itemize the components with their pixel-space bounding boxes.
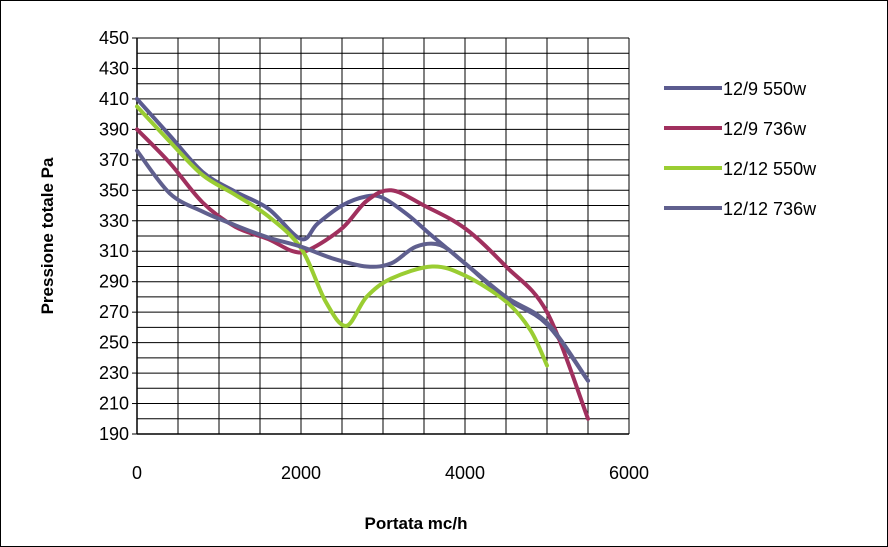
y-tick-label: 430 — [99, 58, 129, 78]
grid — [136, 37, 630, 435]
legend-label: 12/12 736w — [723, 199, 817, 219]
x-tick-label: 0 — [132, 463, 142, 483]
x-tick-label: 2000 — [281, 463, 321, 483]
series-1-line — [135, 96, 590, 383]
legend-label: 12/9 550w — [723, 79, 807, 99]
y-tick-label: 390 — [99, 119, 129, 139]
y-tick-label: 330 — [99, 211, 129, 231]
series-2-line — [135, 127, 590, 421]
y-tick-label: 410 — [99, 89, 129, 109]
legend: 12/9 550w 12/9 736w 12/12 550w 12/12 736w — [664, 79, 817, 219]
series-3-line — [135, 104, 549, 368]
y-tick-label: 370 — [99, 150, 129, 170]
series-4-line — [135, 148, 590, 383]
y-tick-label: 290 — [99, 272, 129, 292]
y-tick-label: 270 — [99, 302, 129, 322]
x-tick-label: 6000 — [609, 463, 649, 483]
y-axis-title: Pressione totale Pa — [38, 157, 57, 314]
axes — [136, 38, 629, 435]
y-tick-label: 210 — [99, 394, 129, 414]
legend-label: 12/12 550w — [723, 159, 817, 179]
y-tick-label: 450 — [99, 28, 129, 48]
x-tick-label: 4000 — [445, 463, 485, 483]
y-tick-label: 250 — [99, 333, 129, 353]
x-axis-ticks: 0 2000 4000 6000 — [132, 463, 649, 483]
y-tick-label: 350 — [99, 180, 129, 200]
y-axis-ticks: 450 430 410 390 370 350 330 310 290 270 250 230 210 1… — [99, 28, 137, 444]
legend-label: 12/9 736w — [723, 119, 807, 139]
y-tick-label: 310 — [99, 241, 129, 261]
x-axis-title: Portata mc/h — [365, 514, 468, 533]
series-lines — [135, 96, 590, 421]
y-tick-label: 190 — [99, 424, 129, 444]
y-tick-label: 230 — [99, 363, 129, 383]
